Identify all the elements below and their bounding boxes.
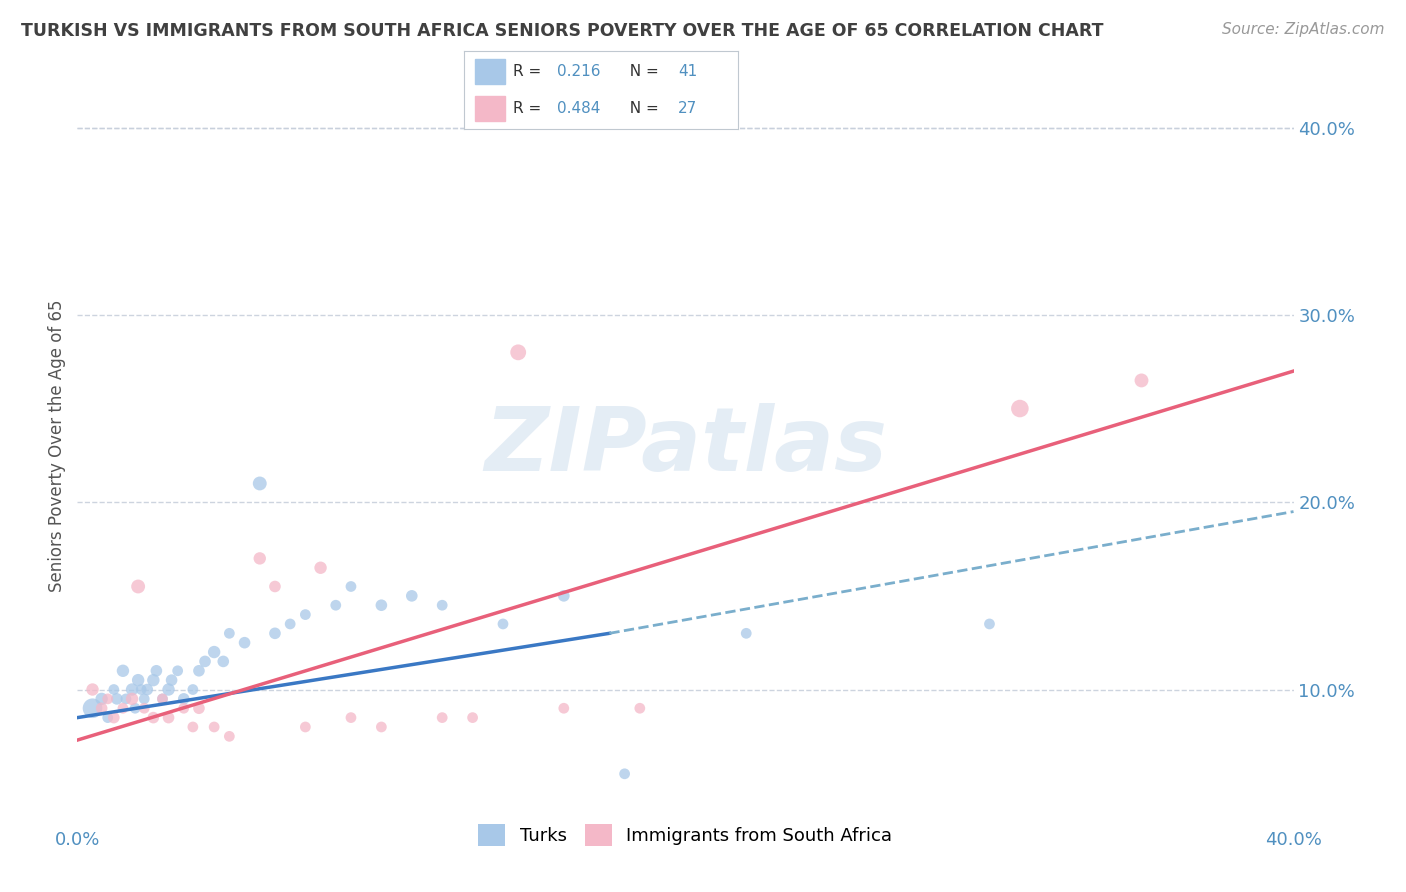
Point [735, 626, 758, 640]
Point [202, 720, 225, 734]
Point [430, 710, 453, 724]
Point [340, 580, 363, 594]
Point [103, 710, 125, 724]
Point [127, 580, 149, 594]
Point [278, 617, 301, 632]
Point [142, 710, 165, 724]
Point [202, 645, 225, 659]
Point [103, 682, 125, 697]
Text: N =: N = [620, 63, 664, 78]
Point [136, 682, 159, 697]
Point [129, 682, 152, 697]
Point [628, 701, 651, 715]
Point [264, 580, 287, 594]
Point [173, 701, 195, 715]
Point [233, 635, 256, 649]
Point [294, 607, 316, 622]
Point [294, 720, 316, 734]
Point [160, 673, 183, 688]
Point [264, 626, 287, 640]
Y-axis label: Seniors Poverty Over the Age of 65: Seniors Poverty Over the Age of 65 [48, 300, 66, 592]
Point [401, 589, 423, 603]
Point [142, 673, 165, 688]
Point [134, 701, 156, 715]
Point [127, 673, 149, 688]
Point [181, 682, 204, 697]
Point [111, 664, 134, 678]
Point [218, 626, 240, 640]
Point [212, 655, 235, 669]
Bar [475, 59, 505, 84]
Point [121, 682, 143, 697]
Point [121, 692, 143, 706]
Point [188, 664, 211, 678]
Point [553, 589, 575, 603]
Point [492, 617, 515, 632]
Point [105, 692, 128, 706]
Point [134, 692, 156, 706]
Point [157, 710, 180, 724]
Point [188, 701, 211, 715]
Point [194, 655, 217, 669]
Text: 27: 27 [678, 102, 697, 117]
Point [325, 599, 347, 613]
Text: R =: R = [513, 63, 547, 78]
Point [430, 599, 453, 613]
Point [340, 710, 363, 724]
Point [115, 692, 138, 706]
Point [1130, 374, 1153, 388]
Text: R =: R = [513, 102, 547, 117]
Point [181, 720, 204, 734]
Text: 0.484: 0.484 [557, 102, 600, 117]
Point [157, 682, 180, 697]
Text: 0.216: 0.216 [557, 63, 600, 78]
Point [90, 701, 112, 715]
Point [152, 692, 174, 706]
Point [1008, 401, 1031, 416]
Point [97, 710, 120, 724]
Point [90, 692, 112, 706]
Text: TURKISH VS IMMIGRANTS FROM SOUTH AFRICA SENIORS POVERTY OVER THE AGE OF 65 CORRE: TURKISH VS IMMIGRANTS FROM SOUTH AFRICA … [21, 22, 1104, 40]
Point [979, 617, 1001, 632]
Point [82, 682, 104, 697]
Text: 41: 41 [678, 63, 697, 78]
Point [249, 476, 271, 491]
Point [461, 710, 484, 724]
Point [124, 701, 146, 715]
Point [152, 692, 174, 706]
Bar [475, 96, 505, 121]
Point [145, 664, 167, 678]
Point [97, 692, 120, 706]
Text: N =: N = [620, 102, 664, 117]
Legend: Turks, Immigrants from South Africa: Turks, Immigrants from South Africa [471, 816, 900, 853]
Point [370, 720, 392, 734]
Point [82, 701, 104, 715]
Point [553, 701, 575, 715]
Text: Source: ZipAtlas.com: Source: ZipAtlas.com [1222, 22, 1385, 37]
Point [309, 561, 332, 575]
Point [166, 664, 188, 678]
Point [218, 730, 240, 744]
Point [111, 701, 134, 715]
Point [508, 345, 530, 359]
Point [370, 599, 392, 613]
Point [249, 551, 271, 566]
Text: ZIPatlas: ZIPatlas [484, 402, 887, 490]
Point [173, 692, 195, 706]
Point [613, 767, 636, 781]
